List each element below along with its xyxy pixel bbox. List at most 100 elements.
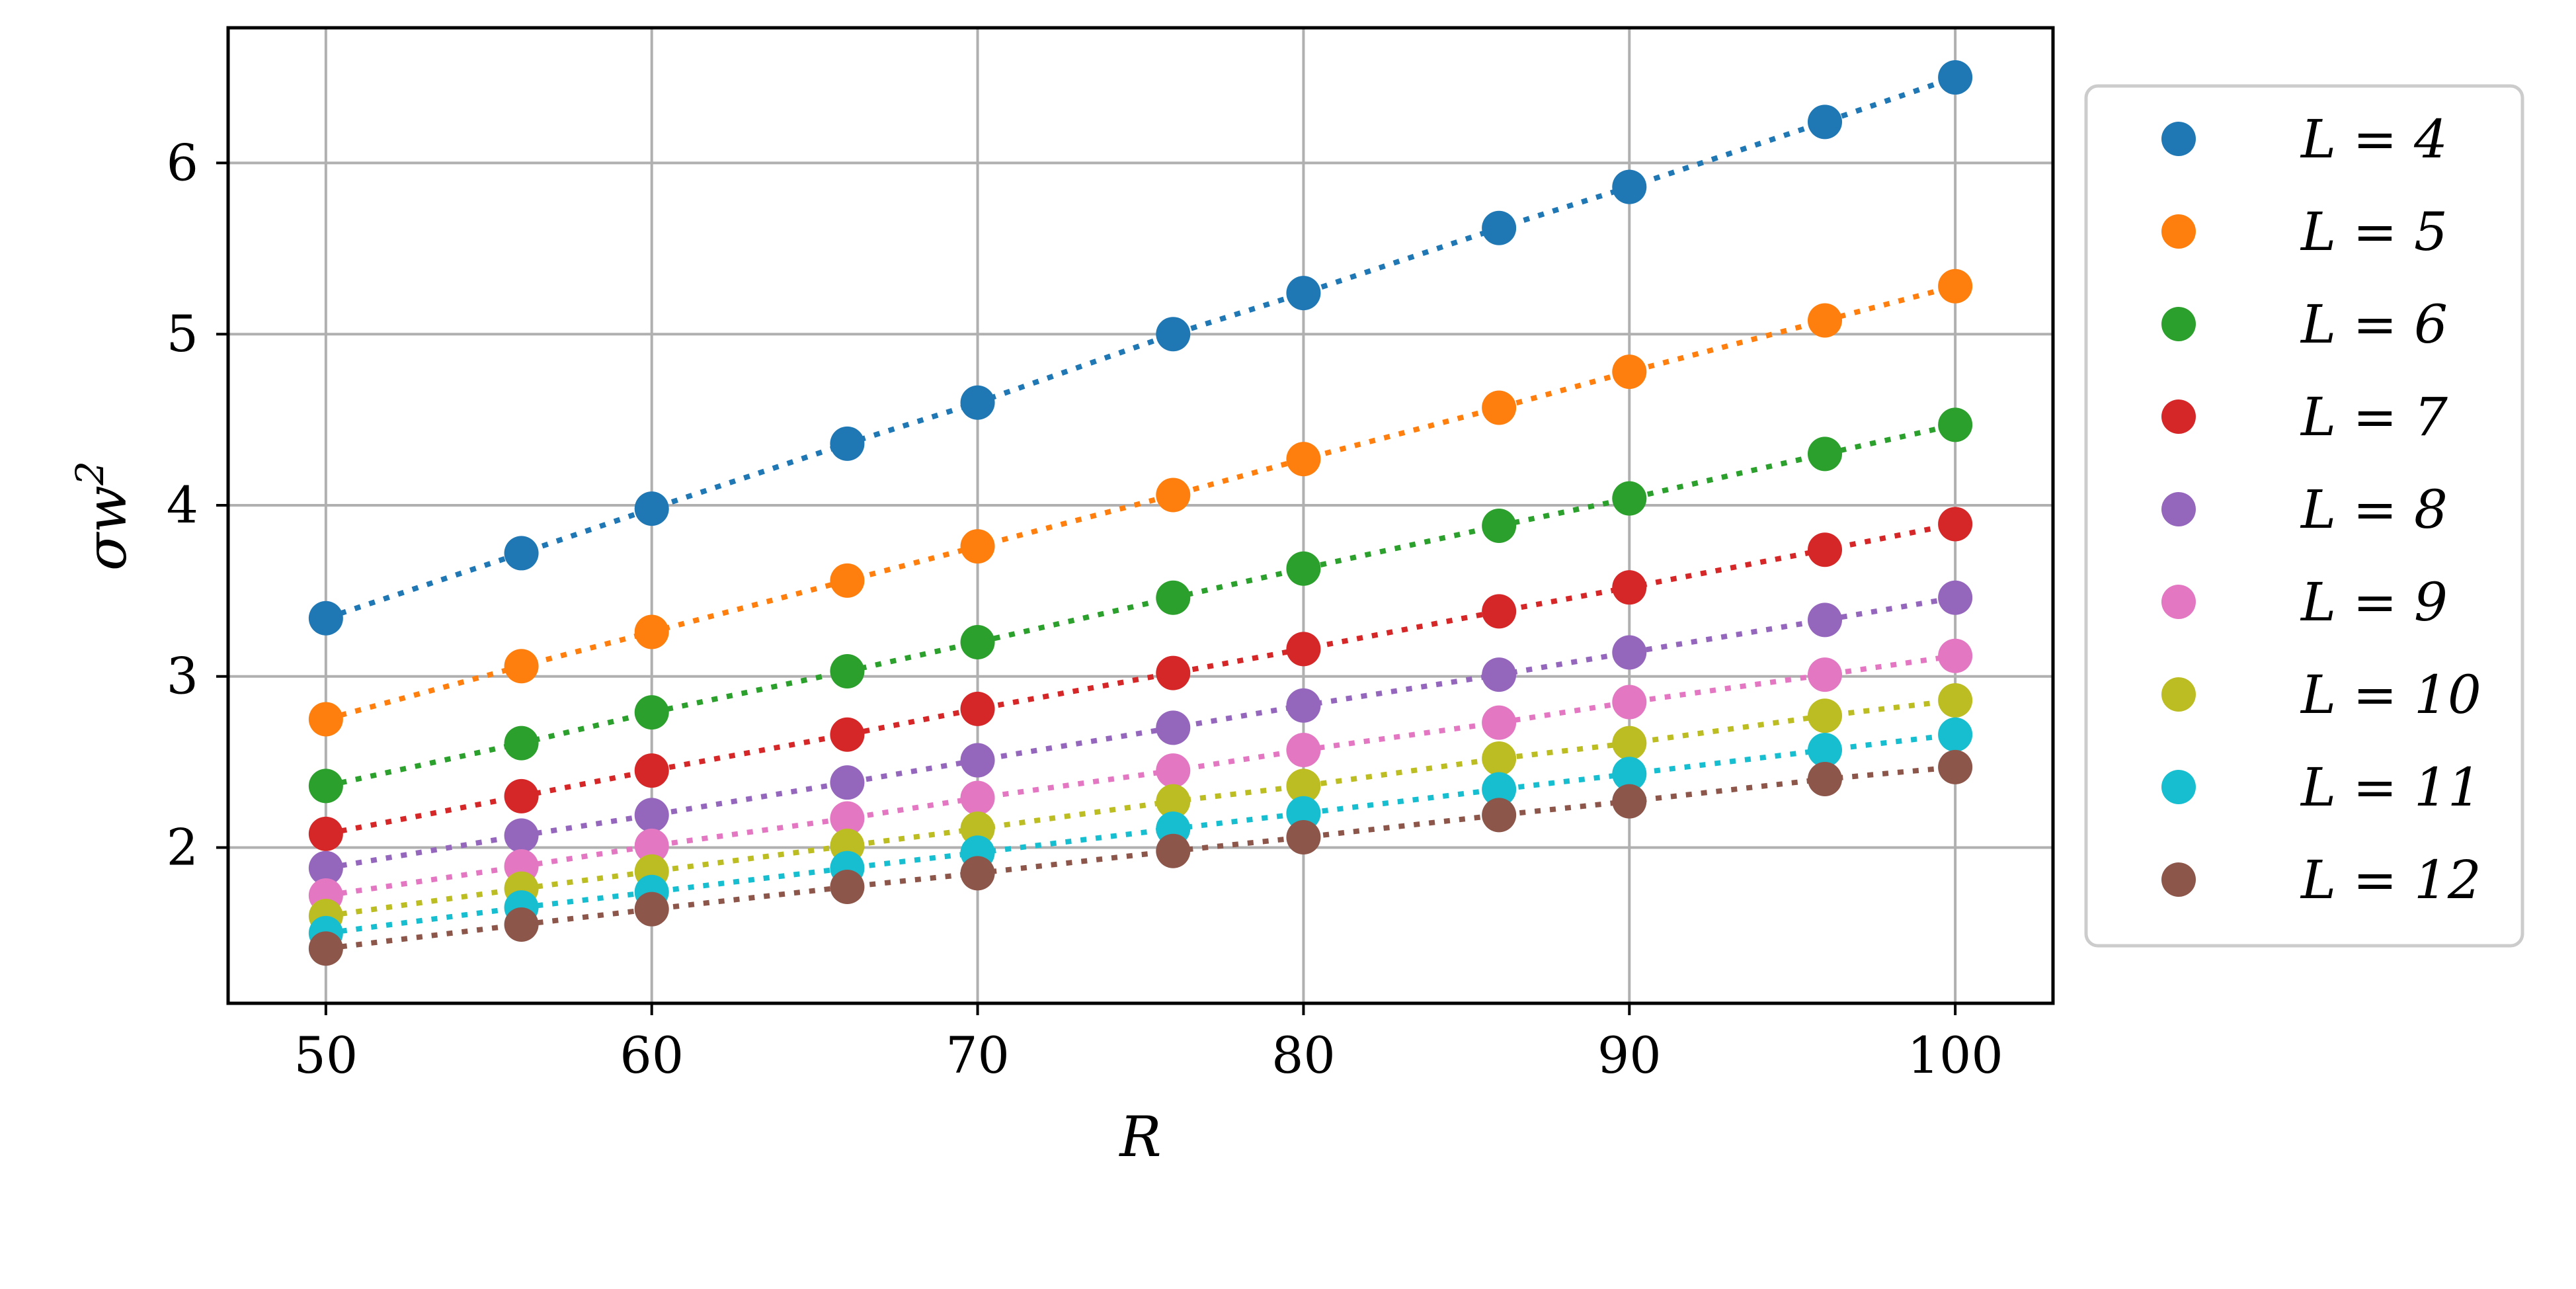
data-point	[830, 765, 865, 800]
data-point	[308, 769, 343, 804]
series-line	[325, 521, 1956, 837]
data-point	[634, 753, 669, 788]
data-point	[504, 726, 539, 761]
data-point	[1156, 710, 1191, 745]
legend: L = 4 L = 5 L = 6 L = 7 L = 8 L = 9 L = 10 L = …	[2084, 84, 2524, 948]
y-axis-label-sup: 2	[67, 461, 112, 486]
legend-marker	[2161, 214, 2196, 249]
data-point	[960, 385, 995, 420]
data-point	[1612, 169, 1647, 204]
data-point	[1156, 317, 1191, 352]
data-point	[504, 907, 539, 942]
x-tick-label: 100	[1908, 1026, 2003, 1085]
data-point	[634, 798, 669, 833]
legend-label: L = 12	[2300, 849, 2481, 911]
data-point	[1482, 741, 1517, 776]
x-tick-label: 80	[1271, 1026, 1336, 1085]
data-point	[1286, 442, 1321, 477]
series-line	[325, 595, 1956, 871]
data-point	[308, 702, 343, 737]
data-point	[1808, 603, 1842, 638]
data-point	[1612, 354, 1647, 390]
data-point	[830, 653, 865, 688]
legend-label: L = 9	[2300, 571, 2448, 633]
x-tick-label: 60	[620, 1026, 684, 1085]
y-tick-label: 5	[167, 304, 198, 363]
data-point	[1286, 733, 1321, 768]
data-point	[308, 931, 343, 966]
data-point	[1156, 580, 1191, 615]
legend-box	[2084, 84, 2524, 948]
data-point	[1286, 796, 1321, 831]
y-tick-label: 4	[167, 476, 198, 534]
plot-frame	[226, 26, 2055, 1005]
legend-marker	[2161, 770, 2196, 804]
data-point	[1808, 733, 1842, 768]
data-point	[1808, 698, 1842, 733]
data-point	[960, 691, 995, 726]
data-point	[1156, 753, 1191, 788]
data-point	[1482, 509, 1517, 544]
data-point	[1156, 478, 1191, 513]
data-point	[1286, 276, 1321, 311]
data-point	[960, 811, 995, 847]
x-tick-label: 50	[294, 1026, 358, 1085]
data-point	[1938, 749, 1973, 784]
data-point	[504, 649, 539, 684]
data-point	[830, 717, 865, 752]
legend-label: L = 4	[2300, 108, 2448, 170]
data-point	[1156, 784, 1191, 819]
data-point	[1286, 632, 1321, 667]
data-point	[1808, 532, 1842, 567]
data-point	[1482, 705, 1517, 740]
data-point	[1612, 570, 1647, 605]
data-point	[634, 695, 669, 730]
data-point	[1482, 390, 1517, 425]
data-point	[830, 563, 865, 598]
data-point	[1808, 762, 1842, 797]
data-point	[1286, 769, 1321, 804]
data-point	[308, 851, 343, 886]
legend-marker	[2161, 585, 2196, 619]
data-point	[1482, 772, 1517, 807]
ticks: 50 60 70 80 90 100 2 3 4 5 6	[167, 133, 2003, 1085]
data-point	[1612, 726, 1647, 761]
data-point	[1612, 757, 1647, 792]
data-point	[960, 856, 995, 891]
series-line	[325, 653, 1956, 898]
x-tick-label: 90	[1597, 1026, 1662, 1085]
legend-marker	[2161, 399, 2196, 434]
legend-label: L = 8	[2300, 479, 2448, 540]
legend-label: L = 11	[2300, 757, 2481, 818]
data-point	[504, 536, 539, 571]
legend-marker	[2161, 492, 2196, 526]
data-point	[634, 892, 669, 927]
y-tick-label: 2	[167, 818, 198, 877]
data-point	[308, 816, 343, 851]
y-tick-label: 3	[167, 647, 198, 706]
data-point	[1938, 269, 1973, 304]
data-point	[1808, 437, 1842, 472]
y-axis-label: σw2	[67, 461, 139, 571]
data-point	[1808, 303, 1842, 338]
data-point	[960, 529, 995, 564]
data-point	[1156, 833, 1191, 868]
data-point	[1938, 580, 1973, 615]
grid	[228, 28, 2053, 1003]
data-point	[960, 780, 995, 815]
data-point	[1612, 481, 1647, 516]
data-point	[634, 491, 669, 526]
data-point	[504, 778, 539, 813]
legend-marker	[2161, 677, 2196, 712]
data-point	[308, 601, 343, 636]
y-tick-label: 6	[167, 133, 198, 192]
data-point	[1482, 210, 1517, 245]
x-tick-label: 70	[946, 1026, 1010, 1085]
data-point	[1482, 594, 1517, 629]
data-point	[1612, 635, 1647, 670]
data-point	[1808, 657, 1842, 692]
data-point	[1482, 798, 1517, 833]
legend-marker	[2161, 862, 2196, 897]
data-point	[960, 624, 995, 659]
data-point	[1808, 104, 1842, 140]
